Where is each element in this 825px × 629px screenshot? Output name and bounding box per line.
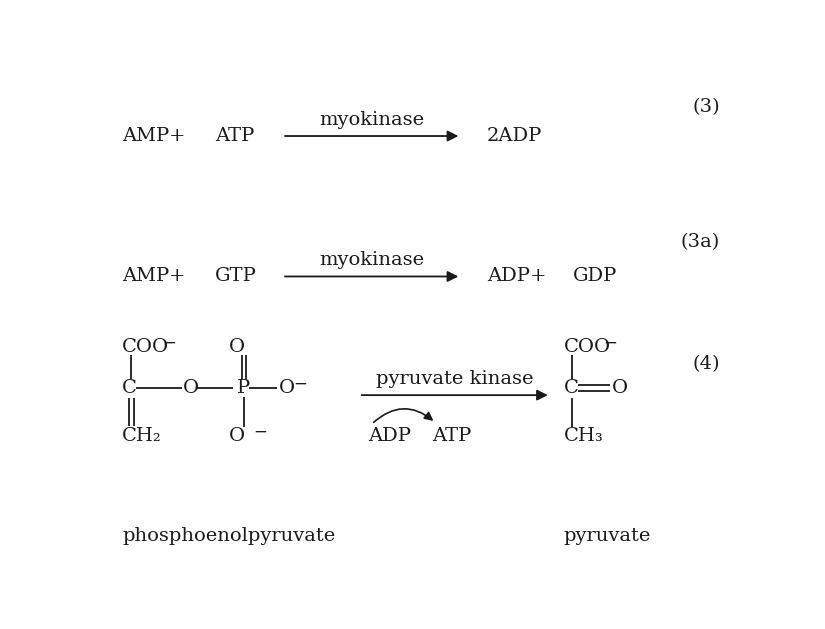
Text: +: +	[530, 267, 546, 286]
Text: pyruvate: pyruvate	[563, 526, 651, 545]
Text: −: −	[162, 335, 176, 352]
Text: ATP: ATP	[215, 127, 254, 145]
Text: 2ADP: 2ADP	[487, 127, 542, 145]
Text: COO: COO	[563, 338, 610, 356]
Text: O: O	[279, 379, 295, 397]
Text: −: −	[293, 376, 307, 392]
Text: ATP: ATP	[432, 427, 472, 445]
Text: GTP: GTP	[215, 267, 257, 286]
Text: AMP: AMP	[122, 267, 170, 286]
Text: AMP: AMP	[122, 127, 170, 145]
Text: O: O	[229, 427, 246, 445]
Text: (3a): (3a)	[681, 233, 720, 252]
Text: ADP: ADP	[369, 427, 412, 445]
Text: +: +	[168, 267, 185, 286]
Text: CH₂: CH₂	[122, 427, 162, 445]
Text: O: O	[229, 338, 246, 356]
Text: (4): (4)	[693, 355, 720, 372]
Text: ADP: ADP	[487, 267, 530, 286]
Text: (3): (3)	[692, 98, 720, 116]
Text: +: +	[168, 127, 185, 145]
Text: pyruvate kinase: pyruvate kinase	[376, 370, 534, 387]
Text: phosphoenolpyruvate: phosphoenolpyruvate	[122, 526, 336, 545]
Text: O: O	[611, 379, 628, 397]
Text: COO: COO	[122, 338, 169, 356]
Text: myokinase: myokinase	[319, 251, 424, 269]
Text: P: P	[238, 379, 251, 397]
Text: myokinase: myokinase	[319, 111, 424, 128]
Text: GDP: GDP	[573, 267, 617, 286]
Text: C: C	[563, 379, 578, 397]
Text: −: −	[603, 335, 617, 352]
Text: CH₃: CH₃	[563, 427, 603, 445]
Text: C: C	[122, 379, 137, 397]
Text: O: O	[183, 379, 199, 397]
Text: −: −	[253, 424, 267, 441]
